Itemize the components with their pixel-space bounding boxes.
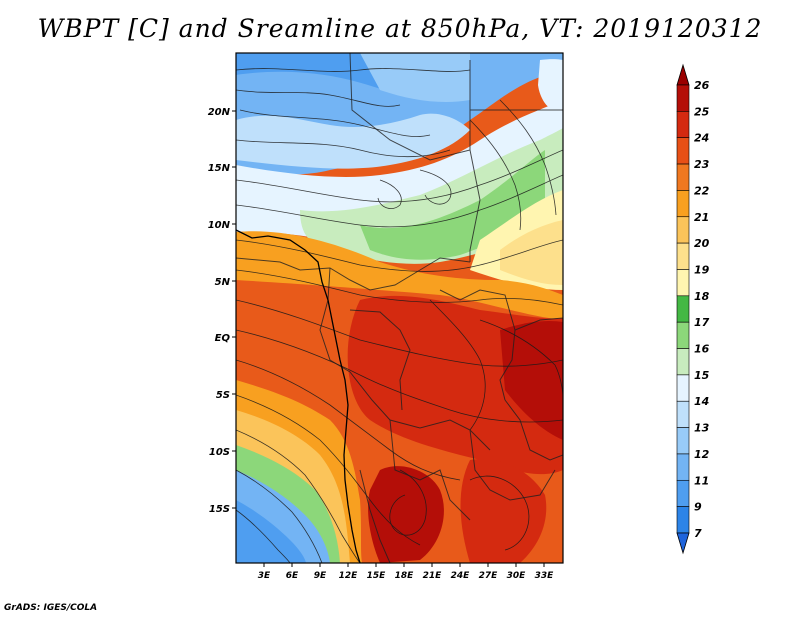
- colorbar-level-label: 25: [694, 105, 710, 118]
- colorbar-swatch: [676, 163, 690, 191]
- colorbar-swatch: [676, 374, 690, 402]
- colorbar-level-label: 23: [694, 158, 710, 171]
- lat-tick-label: 10S: [209, 447, 230, 458]
- colorbar-swatch: [676, 242, 690, 270]
- lon-tick-label: 18E: [395, 571, 415, 581]
- colorbar-swatch: [676, 348, 690, 376]
- colorbar-level-label: 24: [694, 132, 709, 145]
- lat-tick-label: 15N: [208, 163, 231, 174]
- colorbar-level-label: 14: [694, 395, 709, 408]
- colorbar-swatch: [676, 190, 690, 218]
- colorbar-level-label: 12: [694, 448, 710, 461]
- colorbar-level-label: 9: [694, 501, 702, 514]
- colorbar-swatch: [676, 427, 690, 455]
- map-title: WBPT [C] and Sreamline at 850hPa, VT: 20…: [37, 14, 763, 43]
- lat-tick-label: 15S: [209, 504, 230, 515]
- wbpt-field: [236, 53, 563, 563]
- colorbar-swatch: [676, 111, 690, 139]
- colorbar-level-label: 22: [694, 184, 710, 197]
- colorbar: 26 25 24 23 22 21 20 19 18 17 16 15 14 13 12 11 9 7: [676, 63, 710, 555]
- colorbar-level-label: 20: [694, 237, 710, 250]
- colorbar-level-label: 18: [694, 290, 710, 303]
- colorbar-swatch: [676, 321, 690, 349]
- lon-tick-label: 27E: [479, 571, 499, 581]
- colorbar-level-label: 26: [694, 79, 710, 92]
- colorbar-swatch: [676, 216, 690, 244]
- lat-tick-label: 20N: [208, 107, 231, 118]
- lat-tick-label: 5S: [216, 390, 230, 401]
- lon-tick-label: 21E: [423, 571, 443, 581]
- lon-tick-label: 3E: [258, 571, 271, 581]
- colorbar-swatch: [676, 295, 690, 323]
- lat-tick-label: EQ: [215, 333, 231, 344]
- lon-tick-label: 30E: [507, 571, 527, 581]
- colorbar-swatch: [676, 453, 690, 481]
- colorbar-swatch: [676, 400, 690, 428]
- lat-tick-label: 10N: [208, 220, 231, 231]
- latitude-axis: 20N 15N 10N 5N EQ 5S 10S 15S: [208, 107, 231, 515]
- lon-tick-label: 15E: [367, 571, 387, 581]
- colorbar-level-label: 13: [694, 422, 710, 435]
- colorbar-level-label: 11: [694, 474, 709, 487]
- longitude-axis: 3E 6E 9E 12E 15E 18E 21E 24E 27E 30E 33E: [258, 571, 554, 581]
- colorbar-level-label: 21: [694, 211, 709, 224]
- colorbar-min-arrow: [676, 532, 690, 555]
- footer-credit: GrADS: IGES/COLA: [4, 603, 98, 613]
- lon-tick-label: 24E: [451, 571, 471, 581]
- colorbar-swatch: [676, 479, 690, 507]
- colorbar-level-label: 17: [694, 316, 710, 329]
- colorbar-max-arrow: [676, 63, 690, 86]
- colorbar-level-label: 15: [694, 369, 710, 382]
- colorbar-level-label: 16: [694, 343, 710, 356]
- colorbar-swatch: [676, 137, 690, 165]
- colorbar-level-label: 7: [694, 527, 702, 540]
- colorbar-swatch: [676, 84, 690, 112]
- lon-tick-label: 33E: [535, 571, 555, 581]
- colorbar-swatch: [676, 506, 690, 534]
- lat-tick-label: 5N: [215, 277, 231, 288]
- colorbar-level-label: 19: [694, 263, 710, 276]
- colorbar-swatch: [676, 269, 690, 297]
- lon-tick-label: 9E: [314, 571, 327, 581]
- lon-tick-label: 12E: [339, 571, 359, 581]
- lon-tick-label: 6E: [286, 571, 299, 581]
